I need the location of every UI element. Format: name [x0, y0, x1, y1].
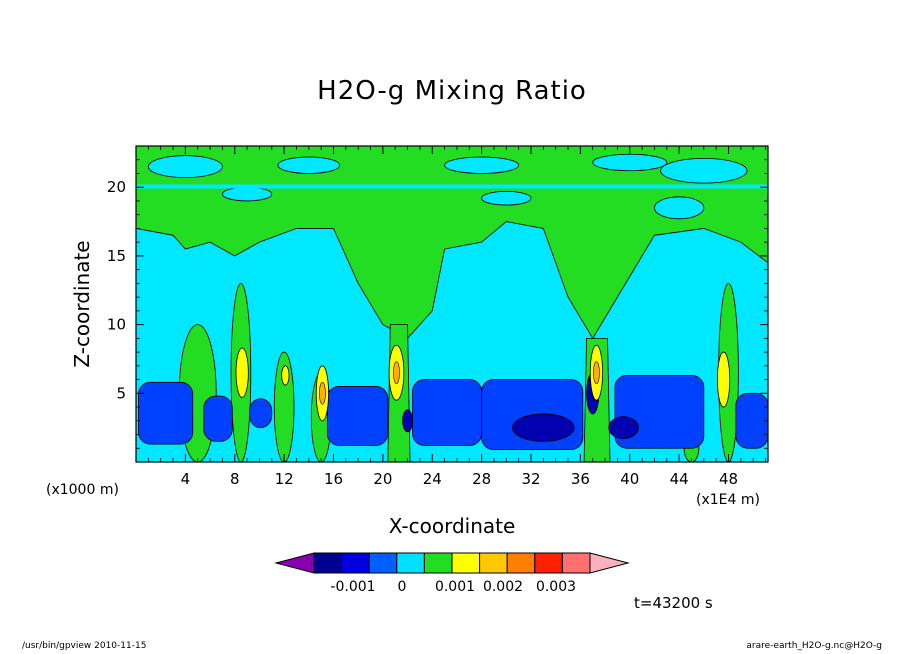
y-tick-label: 10	[107, 316, 126, 334]
colorbar-swatch	[561, 552, 591, 574]
x-tick-label: 40	[620, 470, 639, 488]
colorbar-swatch	[451, 552, 481, 574]
x-tick-label: 32	[521, 470, 540, 488]
colorbar-swatch	[479, 552, 508, 574]
field-blue-layer	[203, 395, 233, 442]
field-cyan-patch	[444, 156, 520, 174]
field-blue-layer	[326, 386, 389, 446]
field-yellow-core	[235, 347, 249, 398]
plot-frame	[135, 145, 769, 463]
field-cyan-patch	[481, 190, 532, 206]
field-cyan-patch	[222, 186, 273, 202]
x-tick-label: 24	[423, 470, 442, 488]
x-tick-label: 28	[472, 470, 491, 488]
colorbar-label: 0	[398, 579, 407, 595]
x-axis-label: X-coordinate	[388, 514, 516, 538]
field-cyan-strip	[136, 184, 768, 189]
y-tick-label: 15	[107, 247, 126, 265]
colorbar-swatch	[506, 552, 536, 574]
colorbar-swatch	[423, 552, 453, 574]
chart-title: H2O-g Mixing Ratio	[317, 76, 587, 106]
x-tick-label: 16	[324, 470, 343, 488]
field-cyan-patch	[660, 157, 748, 184]
field-blue-layer	[412, 379, 483, 446]
x-tick-label: 20	[373, 470, 392, 488]
field-navy-core	[512, 413, 575, 442]
x-tick-label: 44	[670, 470, 689, 488]
colorbar-label: -0.001	[330, 579, 375, 595]
field-cyan-patch	[147, 155, 223, 178]
x-unit-left: (x1000 m)	[46, 482, 119, 498]
field-cyan-patch	[592, 153, 668, 172]
time-label: t=43200 s	[634, 594, 713, 612]
x-tick-label: 12	[275, 470, 294, 488]
field-yellow-core	[281, 365, 290, 386]
x-tick-label: 8	[230, 470, 240, 488]
footer-right: arare-earth_H2O-g.nc@H2O-g	[746, 641, 882, 651]
field-green-band	[135, 145, 769, 340]
colorbar-low-arrow	[274, 552, 315, 574]
field-orange-core	[319, 382, 326, 405]
colorbar-swatch	[396, 552, 425, 574]
colorbar-label: 0.001	[435, 579, 475, 595]
field-navy-core	[608, 416, 639, 440]
field-navy-core	[402, 409, 413, 433]
colorbar-label: 0.003	[536, 579, 576, 595]
field-blue-layer	[735, 392, 769, 449]
colorbar-label: 0.002	[483, 579, 523, 595]
field-cyan-patch	[654, 196, 705, 220]
colorbar-swatch	[313, 552, 343, 574]
field-blue-layer	[249, 398, 273, 429]
y-tick-label: 5	[116, 384, 126, 402]
field-orange-core	[593, 361, 600, 384]
colorbar-high-arrow	[589, 552, 630, 574]
colorbar-swatch	[534, 552, 563, 574]
colorbar-swatch	[368, 552, 398, 574]
field-cyan-patch	[277, 156, 341, 174]
x-tick-label: 4	[181, 470, 191, 488]
x-tick-label: 36	[571, 470, 590, 488]
x-tick-label: 48	[719, 470, 738, 488]
x-unit-right: (x1E4 m)	[696, 492, 760, 508]
field-orange-core	[393, 361, 400, 384]
colorbar-swatch	[341, 552, 370, 574]
field-blue-layer	[138, 381, 194, 445]
footer-left: /usr/bin/gpview 2010-11-15	[22, 641, 147, 651]
y-tick-label: 20	[107, 178, 126, 196]
field-yellow-core	[716, 351, 731, 408]
